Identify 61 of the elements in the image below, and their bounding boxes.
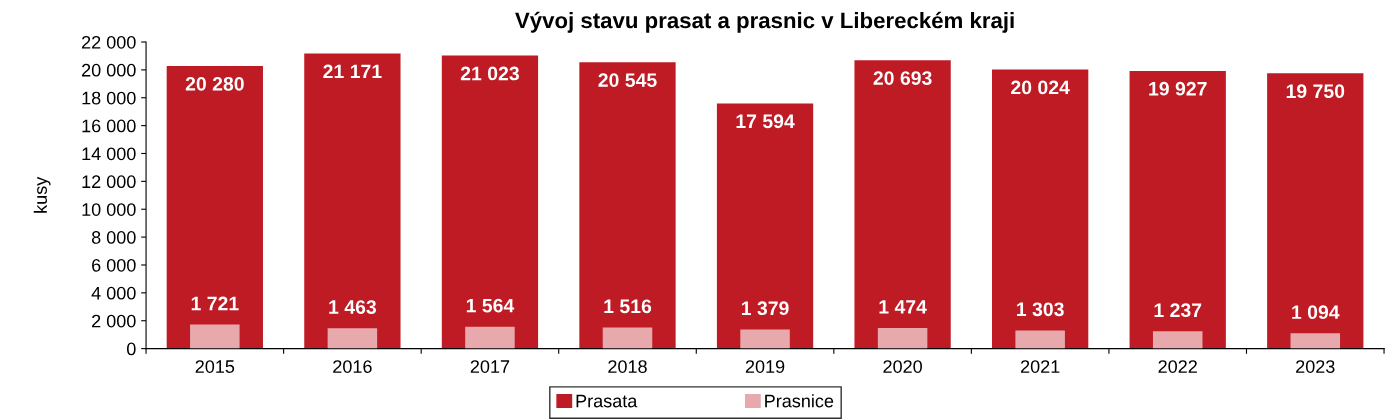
y-tick-label: 2 000 [92,314,136,328]
y-tick-label: 4 000 [91,286,136,300]
y-tick-label: 18 000 [82,91,136,105]
bar [166,65,263,349]
x-tick-label: 2018 [608,360,647,373]
chart-title: Vývoj stavu prasat a prasnic v Libereckém kraji [515,11,1014,33]
data-label: 20 280 [185,76,244,91]
bar [190,324,240,349]
data-label: 17 594 [736,114,795,129]
legend-label: Prasnice [765,394,834,408]
y-tick-label: 20 000 [82,63,136,77]
data-label: 1 474 [879,300,927,314]
bar [304,53,401,349]
bar [854,60,951,349]
bar [465,326,515,349]
y-tick-label: 12 000 [82,175,136,189]
legend-label: Prasata [576,394,638,408]
bar [602,327,653,349]
bar [1129,70,1226,349]
y-tick-label: 14 000 [82,147,136,161]
x-tick-label: 2020 [883,360,922,373]
data-label: 1 564 [466,298,515,313]
bar [740,329,790,349]
x-tick-label: 2021 [1020,360,1060,373]
data-label: 20 545 [598,73,657,88]
bar [877,328,928,349]
x-tick-label: 2015 [195,360,235,373]
data-label: 1 721 [191,296,239,311]
data-label: 19 750 [1286,84,1345,99]
x-tick-label: 2023 [1296,360,1335,373]
bar [1267,73,1364,349]
y-axis-title: kusy [33,176,51,213]
bar [1290,333,1341,349]
data-label: 20 024 [1011,80,1070,95]
bar [441,55,539,349]
y-tick-label: 22 000 [82,35,136,49]
y-tick-label: 16 000 [82,119,136,133]
data-label: 1 303 [1017,302,1064,317]
y-tick-label: 6 000 [92,258,136,272]
y-tick-label: 8 000 [91,231,136,244]
x-tick-label: 2017 [470,360,510,373]
data-label: 21 171 [323,64,382,79]
data-label: 1 094 [1292,305,1340,320]
data-label: 1 463 [329,300,377,314]
bar [716,103,814,349]
x-tick-label: 2016 [333,360,372,373]
bar [579,62,676,349]
x-tick-label: 2019 [745,360,785,373]
data-label: 1 379 [741,301,789,316]
bar [327,328,378,349]
data-label: 21 023 [460,66,519,81]
bar [992,69,1089,349]
data-label: 1 237 [1154,303,1202,318]
bar [1015,330,1065,349]
data-label: 1 516 [604,299,652,314]
y-tick-label: 0 [127,342,136,356]
bar [1152,331,1203,349]
data-label: 20 693 [873,71,932,85]
y-tick-label: 10 000 [82,203,136,216]
data-label: 19 927 [1149,81,1207,96]
x-tick-label: 2022 [1158,360,1197,373]
